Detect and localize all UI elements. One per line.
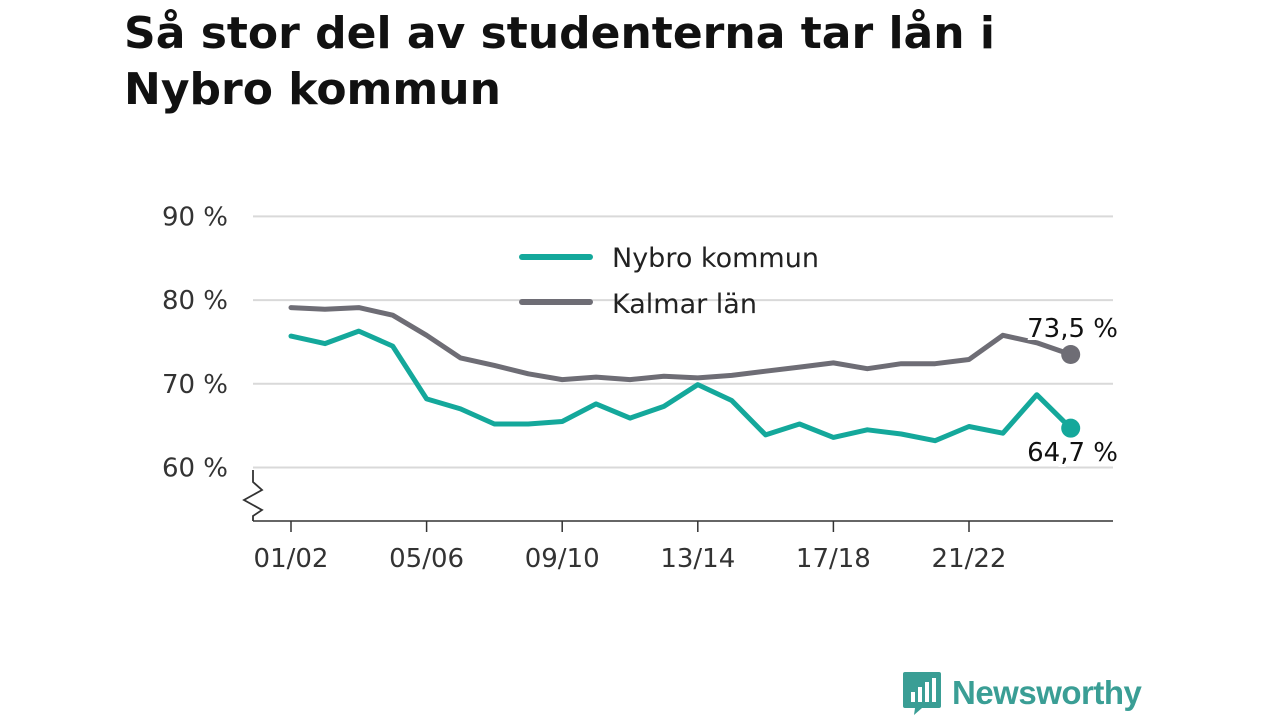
end-label-kalmar: 73,5 % (1027, 314, 1118, 344)
end-label-nybro: 64,7 % (1027, 438, 1118, 468)
series-line-kalmar (288, 305, 1074, 383)
legend: Nybro kommun Kalmar län (519, 243, 819, 320)
x-tick-label: 01/02 (254, 544, 329, 574)
y-tick-label: 90 % (162, 202, 228, 232)
y-tick-label: 60 % (162, 454, 228, 484)
x-tick-label: 13/14 (660, 544, 735, 574)
x-tick-label: 05/06 (389, 544, 464, 574)
legend-label-kalmar: Kalmar län (612, 289, 757, 320)
x-tick-label: 17/18 (796, 544, 871, 574)
y-tick-label: 80 % (162, 286, 228, 316)
brand-name: Newsworthy (952, 674, 1142, 711)
axis-break-icon (242, 470, 264, 521)
series-endpoint-nybro (1061, 418, 1081, 438)
axis-layer (242, 470, 1113, 522)
y-tick-layer: 90 % 80 % 70 % 60 % (162, 202, 228, 483)
brand-logo: Newsworthy (902, 670, 1142, 716)
grid-layer (253, 215, 1113, 469)
x-tick-label: 09/10 (525, 544, 600, 574)
end-label-layer: 73,5 % 64,7 % (1024, 311, 1121, 471)
series-layer (288, 305, 1081, 444)
chart-title: Så stor del av studenterna tar lån i Nyb… (124, 8, 995, 115)
x-tick-label: 21/22 (932, 544, 1007, 574)
x-tick-layer: 01/02 05/06 09/10 13/14 17/18 21/22 (254, 521, 1007, 574)
y-tick-label: 70 % (162, 370, 228, 400)
legend-label-nybro: Nybro kommun (612, 243, 819, 274)
series-endpoint-kalmar (1061, 345, 1081, 365)
series-line-nybro (288, 328, 1074, 444)
newsworthy-logo-icon (903, 672, 941, 715)
